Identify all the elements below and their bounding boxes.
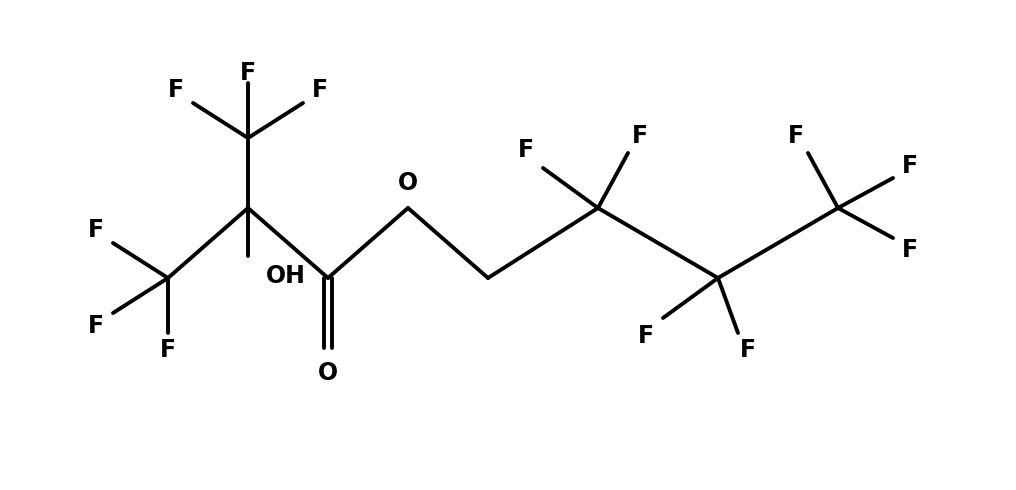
Text: F: F [638,324,654,348]
Text: F: F [740,338,756,362]
Text: F: F [88,314,104,338]
Text: F: F [312,78,328,102]
Text: F: F [168,78,184,102]
Text: F: F [788,124,804,148]
Text: O: O [398,171,418,195]
Text: F: F [240,61,256,85]
Text: F: F [632,124,648,148]
Text: F: F [902,238,918,262]
Text: O: O [318,361,338,385]
Text: OH: OH [266,264,306,288]
Text: F: F [518,138,534,162]
Text: F: F [88,218,104,242]
Text: F: F [902,154,918,178]
Text: F: F [160,338,176,362]
